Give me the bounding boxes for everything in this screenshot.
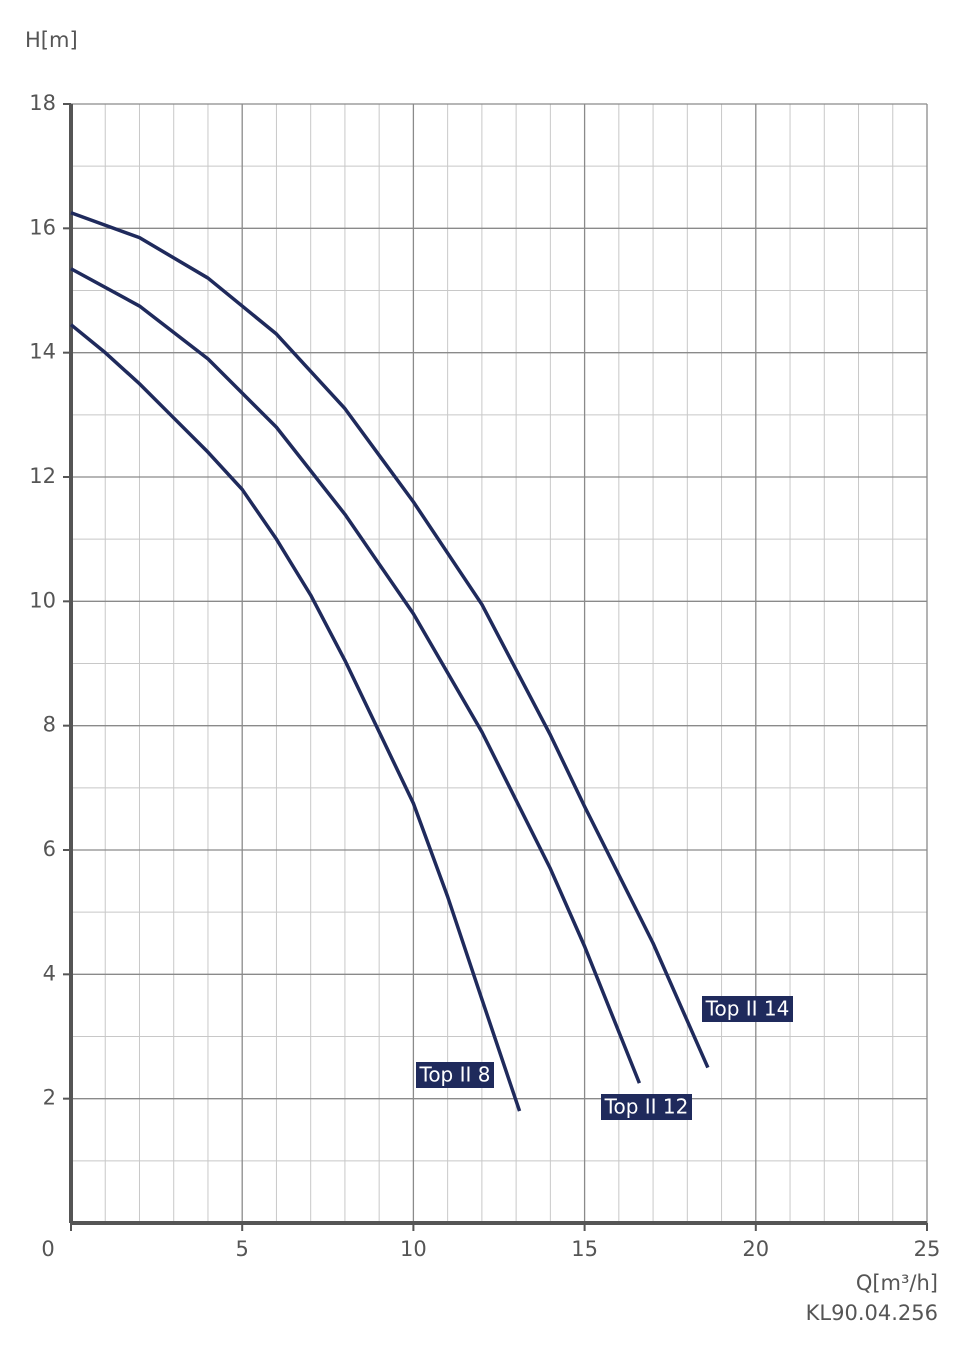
pump-curve: [70, 267, 642, 1084]
y-tick-label: 14: [29, 340, 56, 364]
y-tick-label: 18: [29, 91, 56, 115]
x-tick-label: 20: [742, 1237, 769, 1261]
y-tick-label: 16: [29, 215, 56, 239]
pump-curve: [70, 211, 710, 1069]
curve-label: Top II 8: [419, 1063, 491, 1087]
x-tick-label: 10: [400, 1237, 427, 1261]
curve-label: Top II 12: [604, 1095, 689, 1119]
y-tick-label: 10: [29, 588, 56, 612]
curve-label: Top II 14: [705, 997, 790, 1021]
curve-label-box: [702, 996, 793, 1022]
y-tick-label: 12: [29, 464, 56, 488]
x-tick-label: 15: [571, 1237, 598, 1261]
x-tick-label: 5: [236, 1237, 249, 1261]
y-tick-label: 6: [43, 837, 56, 861]
chart-code: KL90.04.256: [806, 1301, 938, 1325]
y-tick-label: 8: [43, 713, 56, 737]
y-tick-label: 2: [43, 1086, 56, 1110]
pump-curve: [69, 323, 522, 1112]
y-tick-label: 4: [43, 961, 56, 985]
y-axis-label: H[m]: [25, 28, 78, 52]
x-axis-label: Q[m³/h]: [856, 1271, 938, 1295]
curve-label-box: [601, 1094, 692, 1120]
x-tick-label: 25: [914, 1237, 941, 1261]
x-tick-label: 0: [41, 1237, 54, 1261]
curve-label-box: [416, 1062, 494, 1088]
